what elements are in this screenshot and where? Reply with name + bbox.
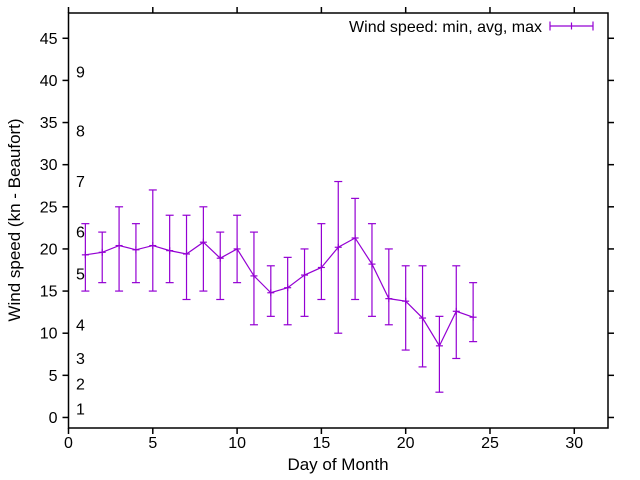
beaufort-force-label: 5: [76, 267, 85, 284]
avg-line: [85, 237, 474, 348]
y-tick-label: 30: [40, 157, 58, 174]
x-tick-label: 30: [565, 435, 583, 452]
x-tick-label: 0: [64, 435, 73, 452]
x-axis-label: Day of Month: [287, 455, 388, 474]
y-tick-label: 25: [40, 199, 58, 216]
y-ticks: [62, 37, 614, 419]
x-tick-label: 5: [148, 435, 157, 452]
legend-label: Wind speed: min, avg, max: [349, 19, 542, 36]
y-axis-label: Wind speed (kn - Beaufort): [5, 118, 24, 321]
y-tick-label: 10: [40, 326, 58, 343]
error-bars: [81, 180, 478, 393]
x-tick-labels: 0 5 10 15 20 25 30: [64, 435, 583, 452]
avg-points: [81, 234, 477, 350]
y-tick-label: 20: [40, 241, 58, 258]
beaufort-scale-labels: 1 2 3 4 5 6 7 8 9: [76, 64, 85, 418]
y-tick-label: 5: [49, 368, 58, 385]
y-tick-labels: 0 5 10 15 20 25 30 35 40 45: [40, 31, 58, 427]
legend-errorbar-sample-icon: [549, 21, 594, 31]
beaufort-force-label: 4: [76, 317, 85, 334]
x-tick-label: 15: [312, 435, 330, 452]
beaufort-force-label: 6: [76, 225, 85, 242]
x-tick-label: 10: [228, 435, 246, 452]
x-tick-label: 25: [481, 435, 499, 452]
y-tick-label: 40: [40, 73, 58, 90]
beaufort-force-label: 2: [76, 376, 85, 393]
y-tick-label: 35: [40, 115, 58, 132]
beaufort-force-label: 8: [76, 123, 85, 140]
y-tick-label: 0: [49, 410, 58, 427]
plot-border: [67, 12, 609, 429]
beaufort-force-label: 3: [76, 351, 85, 368]
beaufort-force-label: 7: [76, 174, 85, 191]
avg-line-path: [85, 237, 474, 348]
y-tick-label: 45: [40, 31, 58, 48]
legend: Wind speed: min, avg, max: [349, 19, 594, 36]
beaufort-force-label: 1: [76, 402, 85, 419]
x-tick-label: 20: [397, 435, 415, 452]
y-tick-label: 15: [40, 284, 58, 301]
beaufort-force-label: 9: [76, 64, 85, 81]
x-ticks: [67, 7, 576, 434]
